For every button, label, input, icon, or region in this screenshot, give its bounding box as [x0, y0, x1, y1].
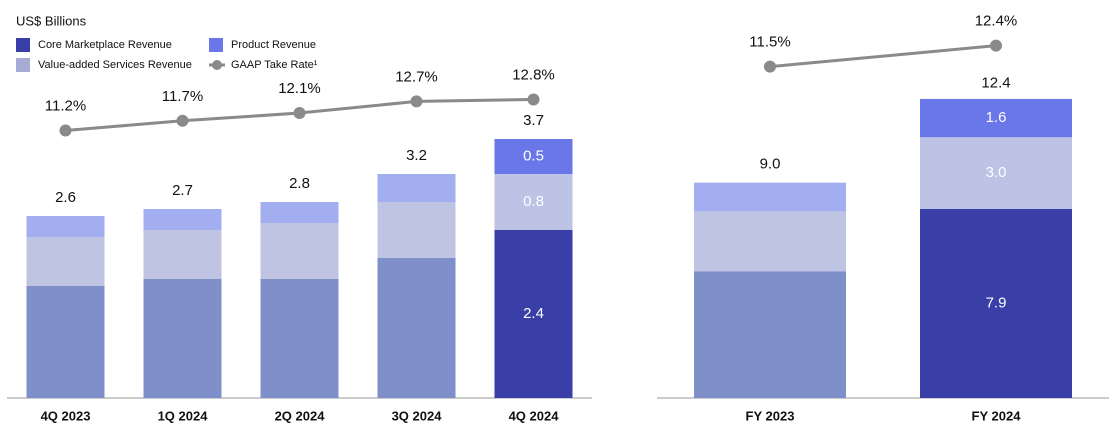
line	[769, 44, 997, 69]
legend-label: Product Revenue	[231, 39, 316, 51]
value-label: 0.8	[523, 193, 544, 210]
x-tick-label: 4Q 2023	[41, 408, 91, 423]
total-label: 9.0	[760, 156, 781, 173]
bar-segment	[143, 209, 222, 230]
line-marker	[990, 39, 1002, 52]
x-tick-label: 1Q 2024	[158, 408, 209, 423]
x-tick-label: 2Q 2024	[275, 408, 326, 423]
legend-label: Value-added Services Revenue	[38, 59, 192, 71]
bar-segment	[377, 202, 456, 258]
bar-segment	[920, 137, 1072, 209]
total-label: 2.6	[55, 189, 76, 206]
bar-segment	[143, 230, 222, 279]
value-label: 0.5	[523, 147, 544, 164]
bar-segment	[260, 223, 339, 279]
bar-segment	[494, 230, 573, 398]
line-marker	[764, 60, 776, 73]
bar-segment	[143, 279, 222, 398]
bar-segment	[26, 237, 105, 286]
bar-segment	[694, 271, 846, 398]
line-marker	[527, 93, 540, 106]
bar-segment	[694, 182, 846, 212]
line-marker	[410, 95, 423, 108]
bar-segment	[377, 174, 456, 202]
value-label: 1.6	[986, 109, 1007, 126]
legend-swatch	[16, 38, 30, 52]
bar-segment	[920, 98, 1072, 138]
legend-marker	[212, 60, 222, 70]
x-tick-label: 3Q 2024	[392, 408, 443, 423]
bar-segment	[494, 139, 573, 174]
value-label: 12.1%	[278, 80, 321, 97]
value-label: 12.4%	[975, 13, 1018, 30]
line-marker	[59, 124, 72, 137]
total-label: 3.7	[523, 112, 544, 129]
bar-segment	[694, 211, 846, 272]
x-tick-label: 4Q 2024	[509, 408, 560, 423]
legend-label: GAAP Take Rate¹	[231, 59, 318, 71]
bar-segment	[494, 174, 573, 230]
value-label: 12.8%	[512, 66, 555, 83]
total-label: 2.8	[289, 175, 310, 192]
legend-swatch	[16, 58, 30, 72]
legend-swatch	[209, 38, 223, 52]
total-label: 12.4	[981, 74, 1010, 91]
x-tick-label: FY 2023	[746, 408, 795, 423]
bar-segment	[377, 258, 456, 398]
line-marker	[176, 114, 189, 127]
bar-segment	[920, 209, 1072, 398]
bar-segment	[26, 216, 105, 237]
line-marker	[293, 107, 306, 120]
x-tick-label: FY 2024	[972, 408, 1022, 423]
value-label: 7.9	[986, 294, 1007, 311]
value-label: 12.7%	[395, 68, 438, 85]
total-label: 3.2	[406, 147, 427, 164]
value-label: 11.7%	[162, 88, 203, 105]
bar-segment	[26, 286, 105, 398]
value-label: 3.0	[986, 164, 1007, 181]
total-label: 2.7	[172, 182, 193, 199]
bar-segment	[260, 202, 339, 223]
value-label: 11.2%	[45, 97, 86, 114]
value-label: 11.5%	[749, 34, 790, 51]
legend-label: Core Marketplace Revenue	[38, 39, 172, 51]
bar-segment	[260, 279, 339, 398]
value-label: 2.4	[523, 305, 544, 322]
y-axis-label: US$ Billions	[16, 13, 87, 28]
